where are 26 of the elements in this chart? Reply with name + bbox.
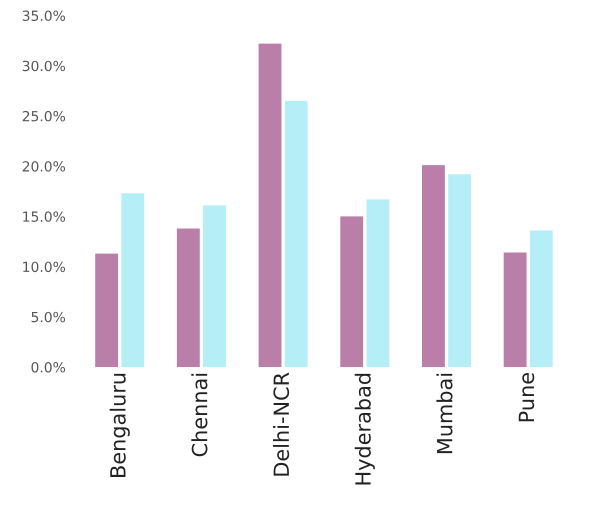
- y-tick-label: 25.0%: [22, 110, 66, 122]
- y-tick-label: 5.0%: [32, 312, 66, 322]
- y-tick-label: 20.0%: [22, 161, 66, 172]
- x-tick-label: Chennai: [191, 374, 208, 456]
- bar: [504, 252, 527, 368]
- bar: [258, 44, 282, 368]
- bar: [340, 216, 364, 368]
- bar: [366, 199, 390, 368]
- bar: [176, 228, 200, 368]
- y-tick-label: 10.0%: [23, 262, 66, 272]
- bar: [448, 174, 472, 368]
- x-tick-label: Hyderabad: [354, 374, 375, 484]
- bar: [530, 230, 553, 368]
- bar: [203, 205, 226, 368]
- y-tick-label: 30.0%: [22, 60, 66, 72]
- y-tick-label: 15.0%: [23, 211, 66, 222]
- bar: [284, 100, 308, 368]
- bar: [95, 254, 118, 368]
- bar: [422, 165, 445, 368]
- y-tick-label: 0.0%: [31, 362, 66, 373]
- x-tick-label: Mumbai: [436, 374, 453, 454]
- bar: [121, 193, 144, 368]
- x-tick-label: Delhi-NCR: [273, 372, 290, 476]
- x-tick-label: Bengaluru: [110, 374, 130, 477]
- y-tick-label: 35.0%: [22, 10, 66, 21]
- x-tick-label: Pune: [518, 373, 534, 422]
